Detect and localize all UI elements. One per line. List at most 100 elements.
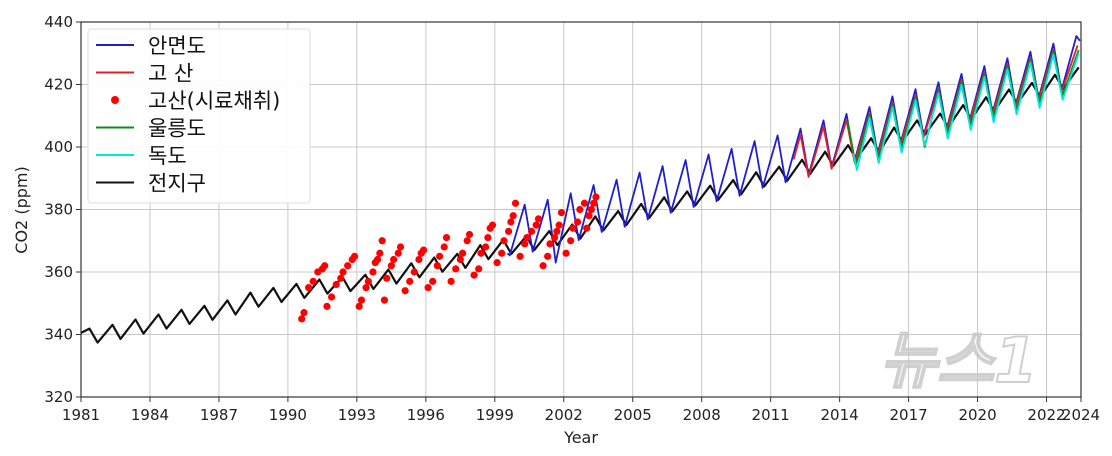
data-point	[339, 268, 347, 276]
x-tick-label: 1993	[338, 406, 376, 424]
data-point	[355, 302, 363, 310]
series-2	[298, 193, 600, 323]
data-point	[481, 243, 490, 251]
data-point	[415, 255, 423, 264]
y-tick-label: 340	[44, 326, 73, 344]
data-point	[440, 243, 448, 251]
legend-label: 안면도	[148, 34, 206, 58]
data-point	[587, 205, 595, 214]
data-point	[576, 205, 584, 214]
y-axis-ticks: 320 340 360 380 400 420 440	[44, 13, 81, 406]
data-point	[550, 234, 559, 242]
series-line	[80, 66, 1080, 344]
legend-item: 울릉도	[96, 117, 206, 141]
data-point	[465, 230, 474, 239]
data-point	[396, 243, 405, 251]
series-5	[80, 66, 1080, 344]
x-tick-label: 2005	[614, 406, 652, 424]
x-tick-label: 2008	[683, 406, 721, 424]
data-point	[394, 249, 402, 257]
data-point	[433, 262, 441, 270]
data-point	[321, 262, 329, 270]
x-tick-label: 1981	[62, 406, 100, 424]
y-tick-label: 360	[44, 263, 73, 281]
data-point	[516, 252, 524, 260]
data-point	[477, 249, 485, 257]
data-point	[410, 268, 418, 276]
series-0	[506, 35, 1081, 264]
data-point	[447, 277, 455, 285]
data-point	[378, 237, 386, 245]
legend-label: 독도	[148, 144, 187, 168]
data-point	[456, 255, 464, 264]
series-line	[792, 45, 1079, 178]
data-point	[424, 284, 432, 292]
data-point	[452, 265, 460, 273]
legend-label: 고산(시료채취)	[148, 89, 280, 113]
data-point	[337, 274, 345, 282]
data-point	[509, 212, 517, 220]
data-point	[332, 280, 340, 289]
data-point	[470, 271, 478, 279]
legend-label: 고 산	[148, 62, 193, 86]
x-tick-label: 2017	[889, 406, 927, 424]
x-tick-label: 1990	[269, 406, 307, 424]
data-point	[532, 221, 540, 229]
data-point	[475, 265, 483, 273]
data-point	[573, 218, 582, 226]
data-point	[534, 215, 543, 223]
x-tick-label: 1987	[200, 406, 238, 424]
data-point	[546, 240, 554, 248]
data-point	[463, 237, 471, 245]
data-point	[562, 249, 570, 257]
data-point	[567, 237, 575, 245]
data-point	[539, 262, 547, 270]
data-point	[406, 277, 414, 285]
y-tick-label: 440	[44, 13, 73, 31]
data-point	[401, 287, 409, 295]
data-point	[436, 252, 444, 260]
data-point	[357, 296, 366, 304]
legend-label: 울릉도	[148, 117, 206, 141]
data-point	[580, 199, 589, 207]
data-point	[569, 224, 577, 232]
data-point	[309, 277, 317, 285]
legend-item: 고 산	[96, 62, 193, 86]
data-point	[592, 193, 600, 201]
data-point	[369, 268, 377, 276]
data-point	[459, 249, 467, 257]
data-point	[304, 284, 313, 292]
data-point	[364, 277, 372, 285]
data-point	[390, 255, 398, 264]
x-tick-label: 1984	[131, 406, 169, 424]
data-point	[383, 274, 391, 282]
x-tick-label: 2024	[1062, 406, 1100, 424]
legend-item: 안면도	[96, 34, 206, 58]
data-point	[498, 249, 506, 257]
y-tick-label: 400	[44, 138, 73, 156]
series-4	[852, 53, 1080, 172]
data-point	[590, 199, 598, 207]
data-point	[373, 255, 382, 264]
data-point	[350, 252, 359, 260]
data-point	[300, 309, 308, 317]
y-tick-label: 320	[44, 388, 73, 406]
legend-marker	[111, 96, 119, 104]
data-point	[521, 240, 529, 248]
data-point	[493, 259, 501, 267]
data-point	[362, 284, 370, 292]
y-tick-label: 420	[44, 76, 73, 94]
data-point	[544, 252, 552, 260]
series-layer	[80, 35, 1081, 344]
x-axis-label: Year	[563, 428, 598, 447]
x-tick-label: 1999	[476, 406, 514, 424]
data-point	[380, 296, 389, 304]
data-point	[555, 221, 563, 229]
series-line	[852, 53, 1080, 172]
legend-label: 전지구	[148, 172, 206, 196]
data-point	[488, 221, 497, 229]
y-tick-label: 380	[44, 201, 73, 219]
legend-item: 전지구	[96, 172, 206, 196]
